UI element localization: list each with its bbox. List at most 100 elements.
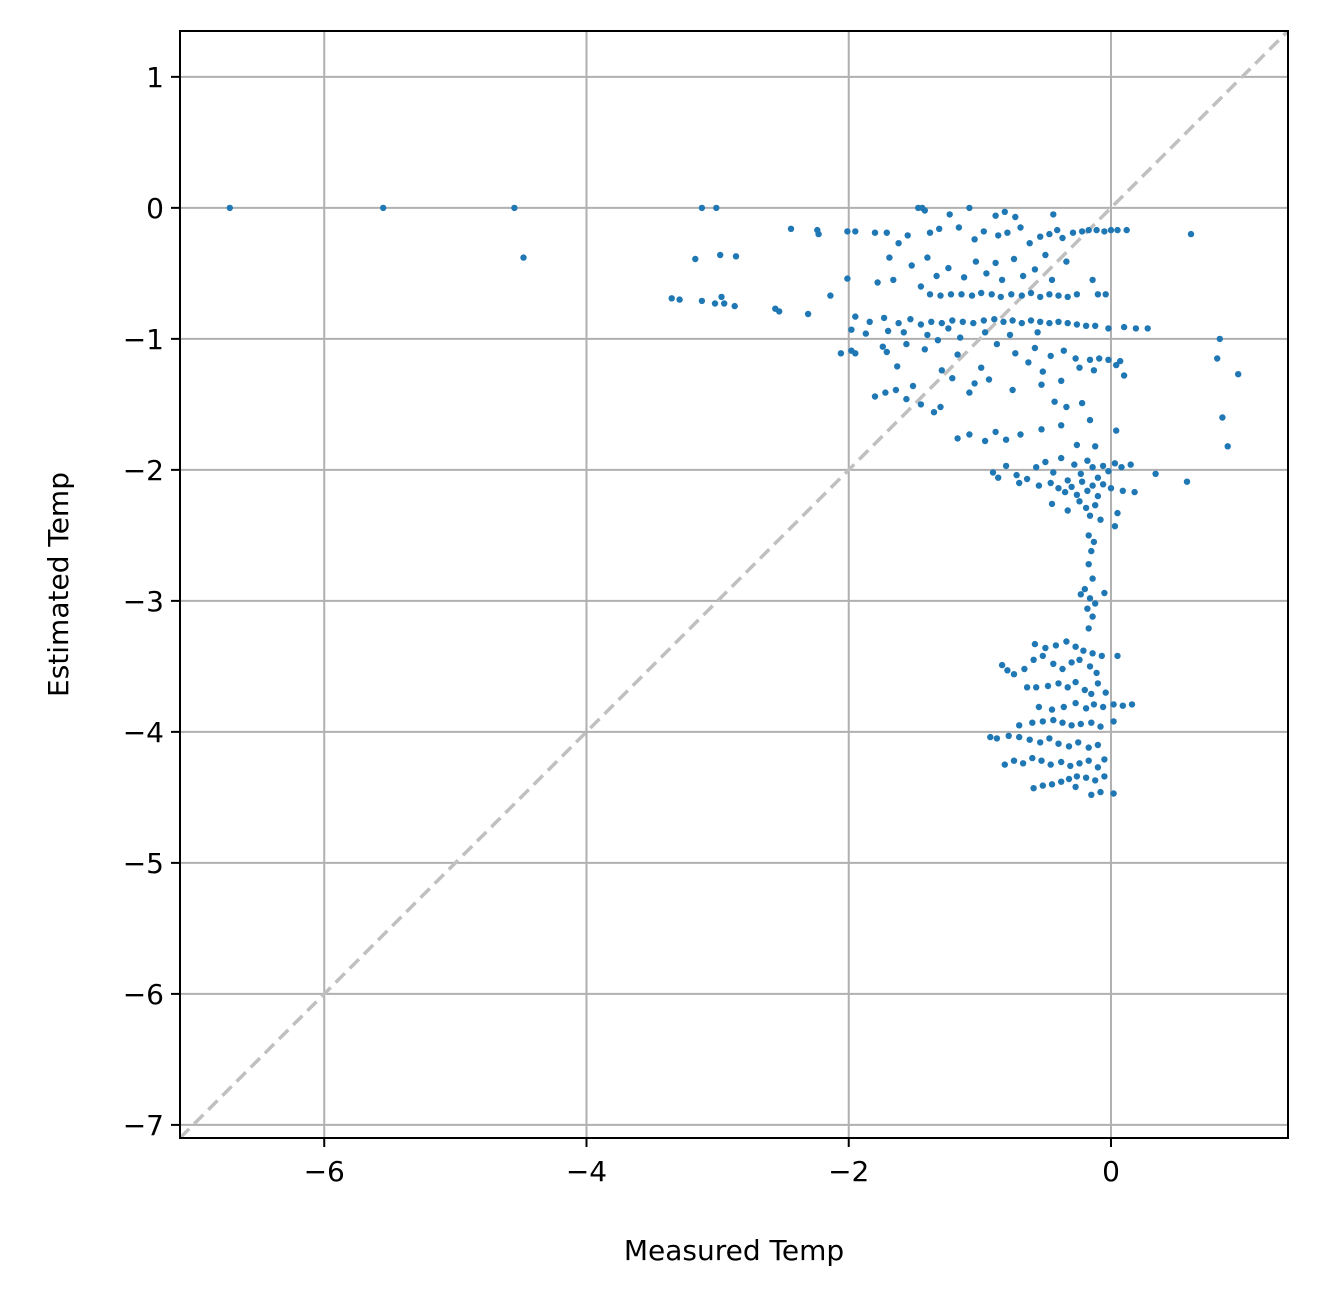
data-point bbox=[1081, 686, 1089, 694]
data-point bbox=[1114, 509, 1121, 517]
data-point bbox=[1050, 211, 1057, 218]
data-point bbox=[945, 264, 952, 272]
data-point bbox=[1088, 719, 1095, 726]
data-point bbox=[1089, 613, 1096, 620]
data-point bbox=[1081, 585, 1089, 593]
data-point bbox=[930, 409, 938, 416]
data-point bbox=[924, 254, 931, 261]
data-point bbox=[1092, 322, 1099, 329]
data-point bbox=[1044, 682, 1052, 690]
y-tick-label: −1 bbox=[123, 323, 164, 356]
data-point bbox=[1084, 487, 1091, 494]
data-point bbox=[711, 300, 719, 307]
data-point bbox=[1092, 600, 1099, 607]
data-point bbox=[1039, 782, 1047, 789]
data-point bbox=[921, 207, 928, 214]
axis-ticks bbox=[171, 75, 1112, 1147]
data-point bbox=[903, 395, 910, 403]
data-point bbox=[1076, 364, 1083, 371]
data-point bbox=[1105, 468, 1112, 475]
data-point bbox=[1089, 650, 1096, 657]
data-point bbox=[1037, 233, 1044, 240]
data-point bbox=[1001, 761, 1008, 768]
data-point bbox=[1098, 652, 1106, 660]
data-point bbox=[1094, 291, 1102, 298]
data-point bbox=[924, 331, 931, 339]
data-point bbox=[1088, 547, 1095, 555]
data-point bbox=[1117, 357, 1124, 365]
data-point bbox=[1099, 703, 1107, 711]
data-point bbox=[1123, 226, 1130, 234]
data-point bbox=[894, 363, 901, 370]
data-point bbox=[1082, 705, 1090, 712]
data-point bbox=[1017, 431, 1024, 438]
data-point bbox=[1113, 427, 1120, 434]
data-point bbox=[1063, 258, 1070, 265]
data-point bbox=[954, 351, 961, 358]
data-point bbox=[1030, 785, 1037, 792]
data-point bbox=[1046, 735, 1053, 742]
data-point bbox=[880, 314, 888, 322]
data-point bbox=[1090, 367, 1098, 374]
data-point bbox=[676, 296, 683, 303]
data-point bbox=[1008, 291, 1015, 298]
data-point bbox=[1059, 665, 1066, 673]
data-point bbox=[1010, 671, 1018, 678]
data-point bbox=[1086, 663, 1094, 670]
data-point bbox=[1224, 443, 1231, 450]
data-point bbox=[1047, 479, 1054, 487]
data-point bbox=[1082, 504, 1090, 512]
data-point bbox=[993, 340, 1001, 348]
data-point bbox=[995, 232, 1002, 239]
data-point bbox=[1187, 230, 1195, 238]
data-point bbox=[882, 389, 889, 396]
data-point bbox=[1102, 689, 1109, 696]
data-point bbox=[978, 364, 985, 371]
x-axis-label: Measured Temp bbox=[624, 1234, 844, 1267]
data-point bbox=[1099, 462, 1107, 470]
data-point bbox=[1092, 777, 1099, 784]
data-point bbox=[874, 279, 881, 286]
data-point bbox=[1078, 228, 1086, 235]
data-point bbox=[1101, 756, 1108, 763]
data-point bbox=[1078, 399, 1086, 407]
data-point bbox=[1071, 461, 1078, 468]
data-point bbox=[1038, 381, 1045, 388]
data-point bbox=[1018, 319, 1025, 327]
data-point bbox=[1127, 461, 1134, 468]
reference-line-group bbox=[178, 29, 1290, 1140]
data-point bbox=[698, 204, 706, 212]
data-point bbox=[1064, 684, 1071, 691]
data-point bbox=[827, 292, 834, 299]
data-point bbox=[1102, 291, 1109, 298]
data-point bbox=[1120, 323, 1128, 331]
data-point bbox=[1064, 293, 1071, 301]
data-point bbox=[1094, 680, 1102, 687]
data-point bbox=[1105, 356, 1112, 363]
data-point bbox=[1042, 644, 1049, 652]
data-point bbox=[937, 403, 944, 411]
data-point bbox=[1002, 436, 1010, 443]
data-point bbox=[1068, 659, 1075, 666]
data-point bbox=[998, 276, 1006, 284]
data-point bbox=[1013, 471, 1020, 479]
data-point bbox=[1131, 488, 1138, 496]
data-point bbox=[1080, 647, 1087, 654]
data-point bbox=[1055, 292, 1062, 299]
data-point bbox=[871, 393, 879, 400]
data-point bbox=[668, 295, 675, 302]
data-point bbox=[954, 435, 961, 442]
data-point bbox=[970, 319, 977, 327]
data-point bbox=[1086, 356, 1094, 363]
data-point bbox=[972, 258, 980, 265]
data-point bbox=[1050, 660, 1057, 667]
data-point bbox=[1016, 479, 1023, 487]
identity-reference-line bbox=[178, 29, 1290, 1140]
data-point bbox=[1183, 478, 1191, 485]
data-point bbox=[1110, 718, 1117, 725]
data-point bbox=[1048, 276, 1056, 284]
data-point bbox=[1009, 386, 1016, 394]
data-point bbox=[926, 291, 934, 298]
